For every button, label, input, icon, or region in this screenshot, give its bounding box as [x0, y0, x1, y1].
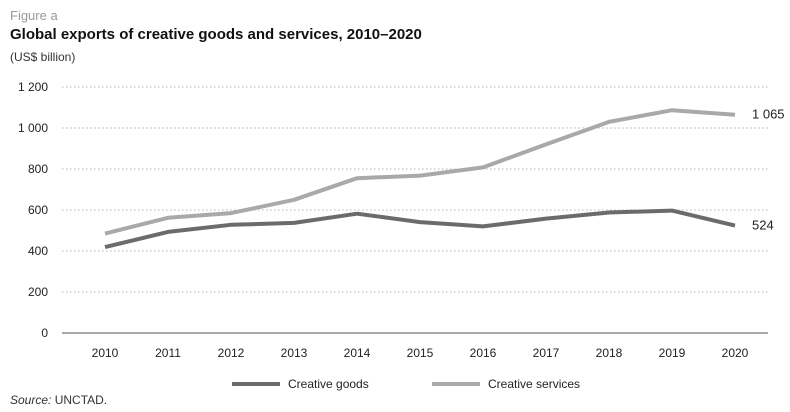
legend-label-creative-services: Creative services	[488, 377, 580, 391]
x-tick-label: 2011	[155, 346, 181, 360]
source-label: Source:	[10, 393, 52, 407]
y-tick-label: 1 200	[18, 80, 48, 94]
end-labels: 524 1 065	[752, 107, 785, 233]
x-tick-label: 2012	[218, 346, 245, 360]
x-tick-label: 2015	[407, 346, 434, 360]
x-tick-label: 2013	[281, 346, 308, 360]
figure-label: Figure a	[10, 8, 58, 23]
y-tick-label: 0	[41, 326, 48, 340]
x-tick-label: 2018	[596, 346, 623, 360]
end-label-creative-goods: 524	[752, 218, 774, 233]
x-tick-label: 2014	[344, 346, 371, 360]
legend-label-creative-goods: Creative goods	[288, 377, 369, 391]
source-note: Source: UNCTAD.	[10, 393, 107, 407]
y-tick-label: 800	[28, 162, 48, 176]
y-tick-label: 600	[28, 203, 48, 217]
x-tick-label: 2016	[470, 346, 497, 360]
y-axis-unit-label: (US$ billion)	[10, 50, 76, 64]
series-lines	[104, 108, 736, 250]
series-line-creative-services	[104, 108, 736, 236]
y-axis-ticks: 0 200 400 600 800 1 000 1 200	[18, 80, 48, 340]
y-tick-label: 400	[28, 244, 48, 258]
y-tick-label: 1 000	[18, 121, 48, 135]
x-tick-label: 2019	[659, 346, 686, 360]
chart-title: Global exports of creative goods and ser…	[10, 26, 422, 43]
x-tick-label: 2020	[722, 346, 749, 360]
end-label-creative-services: 1 065	[752, 107, 785, 122]
y-tick-label: 200	[28, 285, 48, 299]
source-text: UNCTAD.	[54, 393, 108, 407]
series-line-creative-goods	[104, 208, 736, 250]
legend: Creative goods Creative services	[232, 377, 580, 391]
x-axis-ticks: 2010 2011 2012 2013 2014 2015 2016 2017 2018 2019…	[92, 346, 749, 360]
x-tick-label: 2017	[533, 346, 560, 360]
x-tick-label: 2010	[92, 346, 119, 360]
